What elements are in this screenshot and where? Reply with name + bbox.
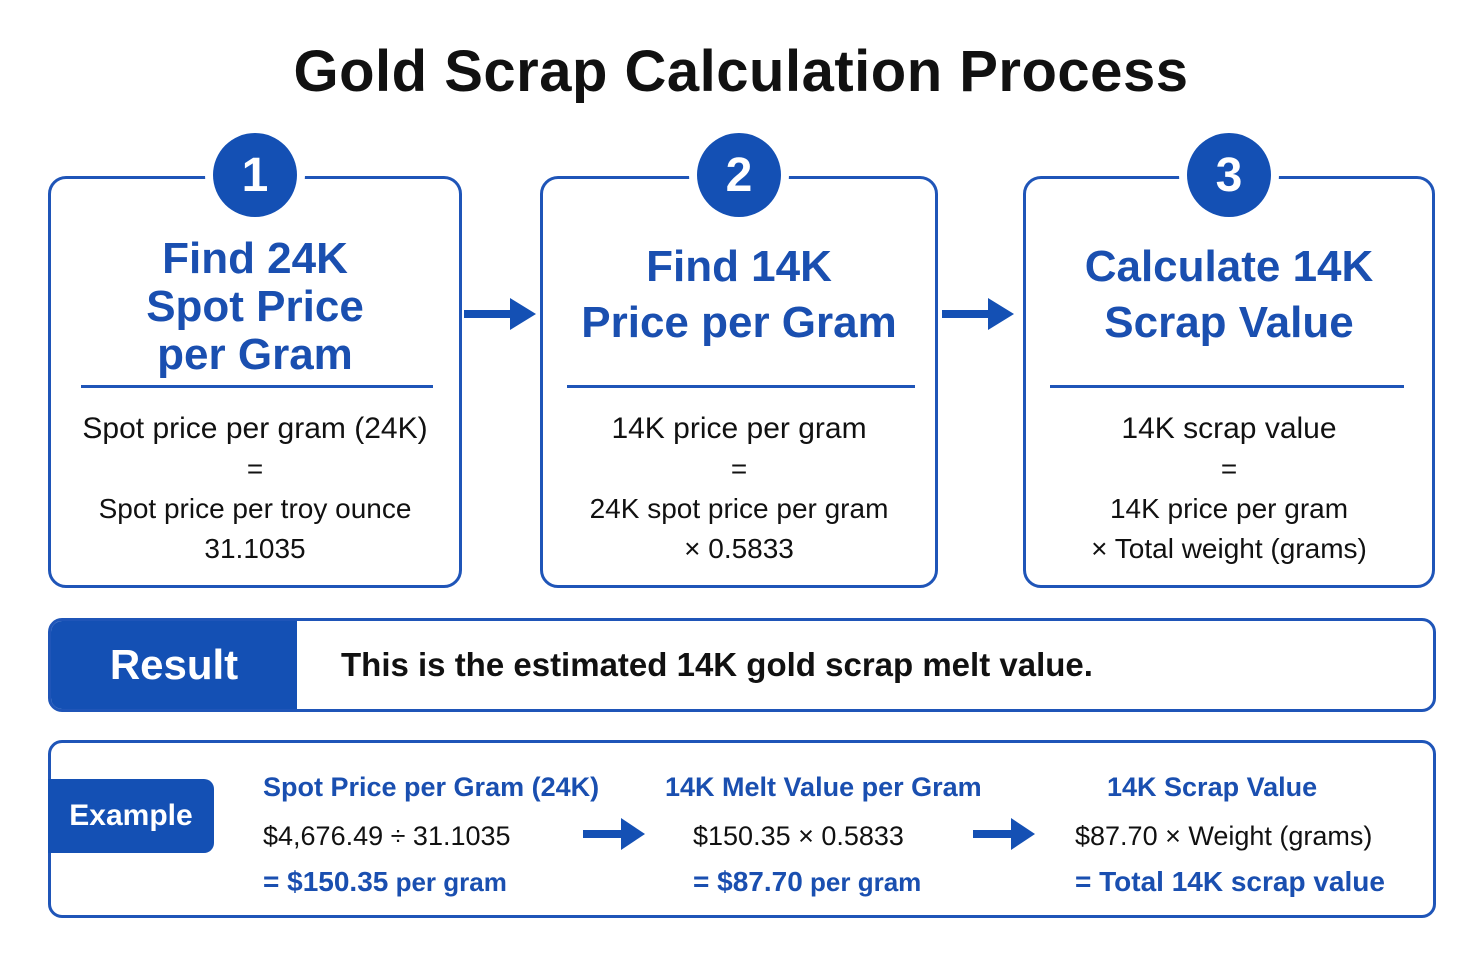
formula-rhs-line: Spot price per troy ounce — [98, 493, 412, 524]
result-panel: Result This is the estimated 14K gold sc… — [48, 618, 1436, 712]
example-result: = $87.70 per gram — [665, 859, 985, 905]
example-column-3: 14K Scrap Value $87.70 × Weight (grams) … — [1075, 767, 1405, 905]
formula-equals: = — [730, 453, 748, 484]
step-formula: Spot price per gram (24K) = Spot price p… — [57, 409, 453, 569]
arrow-right-icon — [942, 298, 1014, 330]
formula-lhs: 14K price per gram — [611, 412, 867, 445]
result-label: Result — [51, 621, 297, 709]
example-result-main: = $87.70 — [693, 866, 803, 897]
result-text: This is the estimated 14K gold scrap mel… — [341, 646, 1093, 683]
step-title-line: Find 24K — [162, 234, 348, 283]
step-formula: 14K price per gram = 24K spot price per … — [549, 409, 929, 569]
step-title: Find 14K Price per Gram — [553, 239, 925, 351]
step-title-line: Scrap Value — [1104, 298, 1354, 347]
example-heading: 14K Scrap Value — [1107, 772, 1318, 802]
example-column-1: Spot Price per Gram (24K) $4,676.49 ÷ 31… — [263, 767, 603, 905]
formula-rhs-line: × Total weight (grams) — [1091, 533, 1367, 564]
divider — [567, 385, 915, 388]
arrow-right-icon — [464, 298, 536, 330]
example-result-main: = Total 14K scrap value — [1075, 866, 1385, 897]
formula-rhs-line: 24K spot price per gram — [589, 493, 889, 524]
example-result: = Total 14K scrap value — [1075, 859, 1405, 905]
step-title-line: Find 14K — [646, 242, 832, 291]
step-title-line: Calculate 14K — [1084, 242, 1374, 291]
step-formula: 14K scrap value = 14K price per gram × T… — [1032, 409, 1426, 569]
formula-rhs-line: 31.1035 — [204, 533, 306, 564]
formula-equals: = — [1220, 453, 1238, 484]
example-result-sub: per gram — [802, 867, 922, 897]
example-heading: 14K Melt Value per Gram — [665, 772, 982, 802]
step-number-badge: 1 — [213, 133, 297, 217]
example-label: Example — [48, 779, 214, 853]
step-title-line: per Gram — [157, 330, 353, 379]
example-heading: Spot Price per Gram (24K) — [263, 772, 600, 802]
page-title: Gold Scrap Calculation Process — [293, 39, 1189, 104]
step-title: Calculate 14K Scrap Value — [1036, 239, 1422, 351]
example-result-main: = $150.35 — [263, 866, 389, 897]
step-number-badge: 2 — [697, 133, 781, 217]
step-card-2: 2 Find 14K Price per Gram 14K price per … — [540, 133, 938, 588]
step-card-3: 3 Calculate 14K Scrap Value 14K scrap va… — [1023, 133, 1435, 588]
divider — [1050, 385, 1404, 388]
example-calc: $4,676.49 ÷ 31.1035 — [263, 821, 511, 851]
arrow-right-icon — [583, 818, 645, 850]
formula-rhs-line: × 0.5833 — [684, 533, 794, 564]
step-number-badge: 3 — [1187, 133, 1271, 217]
example-result: = $150.35 per gram — [263, 859, 603, 905]
example-calc: $87.70 × Weight (grams) — [1075, 821, 1373, 851]
example-calc: $150.35 × 0.5833 — [693, 821, 904, 851]
formula-rhs-line: 14K price per gram — [1109, 493, 1349, 524]
example-result-sub: per gram — [388, 867, 507, 897]
formula-lhs: 14K scrap value — [1121, 412, 1337, 445]
example-panel: Example Spot Price per Gram (24K) $4,676… — [48, 740, 1436, 918]
step-title: Find 24K Spot Price per Gram — [61, 235, 449, 379]
formula-lhs: Spot price per gram (24K) — [82, 412, 428, 445]
step-card-1: 1 Find 24K Spot Price per Gram Spot pric… — [48, 133, 462, 588]
step-title-line: Spot Price — [146, 282, 364, 331]
example-column-2: 14K Melt Value per Gram $150.35 × 0.5833… — [665, 767, 985, 905]
step-title-line: Price per Gram — [581, 298, 897, 347]
formula-equals: = — [246, 453, 264, 484]
divider — [81, 385, 433, 388]
arrow-right-icon — [973, 818, 1035, 850]
